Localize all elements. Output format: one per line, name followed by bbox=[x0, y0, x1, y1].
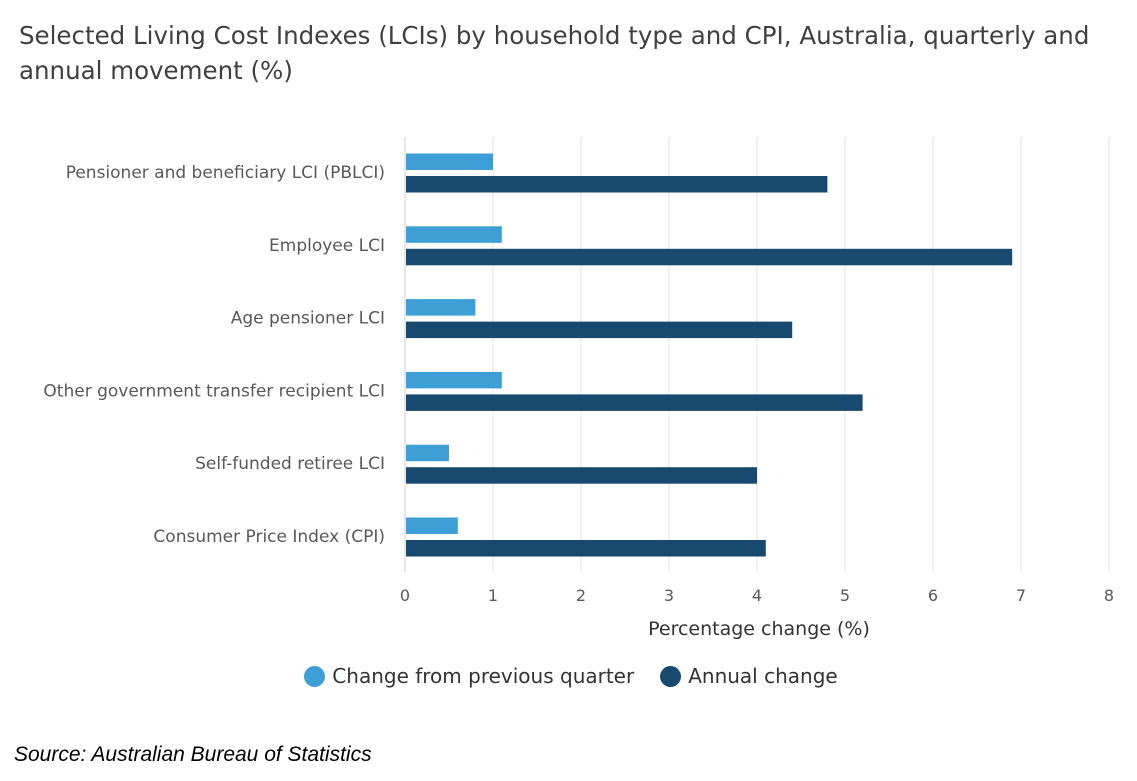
category-label: Other government transfer recipient LCI bbox=[43, 381, 385, 401]
category-label: Employee LCI bbox=[269, 236, 385, 256]
legend-label-annual: Annual change bbox=[688, 664, 838, 688]
x-axis-title: Percentage change (%) bbox=[648, 618, 870, 640]
legend-item-annual[interactable]: Annual change bbox=[660, 664, 838, 688]
category-label: Consumer Price Index (CPI) bbox=[153, 527, 385, 547]
gridlines bbox=[404, 137, 1110, 572]
category-label: Age pensioner LCI bbox=[231, 309, 385, 329]
bar-annual[interactable] bbox=[406, 248, 1013, 266]
bar-annual[interactable] bbox=[406, 467, 757, 484]
x-tick-7: 7 bbox=[1016, 586, 1026, 605]
x-tick-4: 4 bbox=[752, 586, 762, 605]
bars bbox=[406, 153, 1013, 557]
legend-item-quarter[interactable]: Change from previous quarter bbox=[304, 664, 634, 688]
bar-annual[interactable] bbox=[406, 321, 793, 339]
category-labels: Pensioner and beneficiary LCI (PBLCI) Emp… bbox=[43, 163, 385, 547]
x-tick-0: 0 bbox=[400, 586, 410, 605]
bar-annual[interactable] bbox=[406, 540, 766, 557]
bar-quarter[interactable] bbox=[406, 371, 502, 389]
x-tick-1: 1 bbox=[488, 586, 498, 605]
x-tick-labels: 0 1 2 3 4 5 6 7 8 bbox=[400, 586, 1114, 605]
chart-title: Selected Living Cost Indexes (LCIs) by h… bbox=[19, 21, 1090, 85]
source-note: Source: Australian Bureau of Statistics bbox=[14, 743, 372, 766]
bar-quarter[interactable] bbox=[406, 299, 476, 316]
x-tick-8: 8 bbox=[1104, 586, 1114, 605]
legend: Change from previous quarter Annual chan… bbox=[0, 664, 1137, 688]
bar-annual[interactable] bbox=[406, 394, 863, 411]
x-tick-5: 5 bbox=[840, 586, 850, 605]
category-label: Pensioner and beneficiary LCI (PBLCI) bbox=[66, 163, 385, 183]
bar-quarter[interactable] bbox=[406, 153, 493, 171]
bar-quarter[interactable] bbox=[406, 517, 458, 535]
x-tick-2: 2 bbox=[576, 586, 586, 605]
bar-annual[interactable] bbox=[406, 176, 828, 193]
x-tick-6: 6 bbox=[928, 586, 938, 605]
x-tick-3: 3 bbox=[664, 586, 674, 605]
category-label: Self-funded retiree LCI bbox=[195, 454, 385, 474]
bar-quarter[interactable] bbox=[406, 226, 502, 243]
legend-swatch-annual bbox=[660, 665, 682, 687]
legend-label-quarter: Change from previous quarter bbox=[332, 664, 635, 688]
bar-quarter[interactable] bbox=[406, 444, 449, 462]
legend-swatch-quarter bbox=[304, 665, 326, 687]
